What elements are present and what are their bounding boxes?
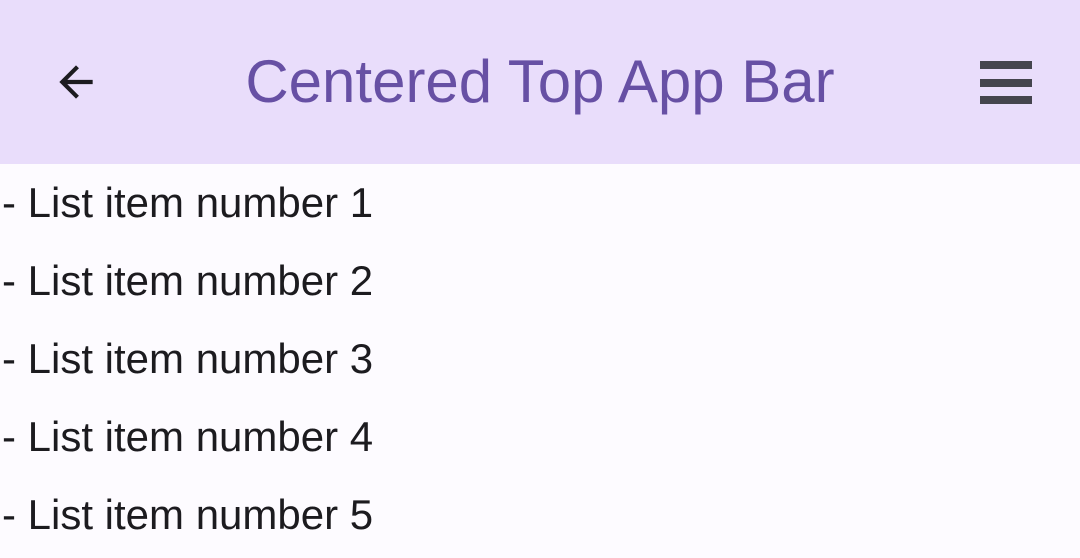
list-item[interactable]: - List item number 5 [2, 491, 374, 538]
menu-button[interactable] [974, 50, 1038, 114]
list-item[interactable]: - List item number 1 [2, 179, 374, 226]
list-item[interactable]: - List item number 2 [2, 257, 374, 304]
arrow-back-icon [59, 65, 93, 99]
page-title: Centered Top App Bar [245, 48, 835, 115]
back-button[interactable] [44, 50, 108, 114]
list-item[interactable]: - List item number 4 [2, 413, 374, 460]
hamburger-menu-icon [980, 60, 1032, 104]
list-container: - List item number 1 - List item number … [0, 164, 1080, 558]
list-item[interactable]: - List item number 3 [2, 335, 374, 382]
top-app-bar: Centered Top App Bar [0, 0, 1080, 164]
